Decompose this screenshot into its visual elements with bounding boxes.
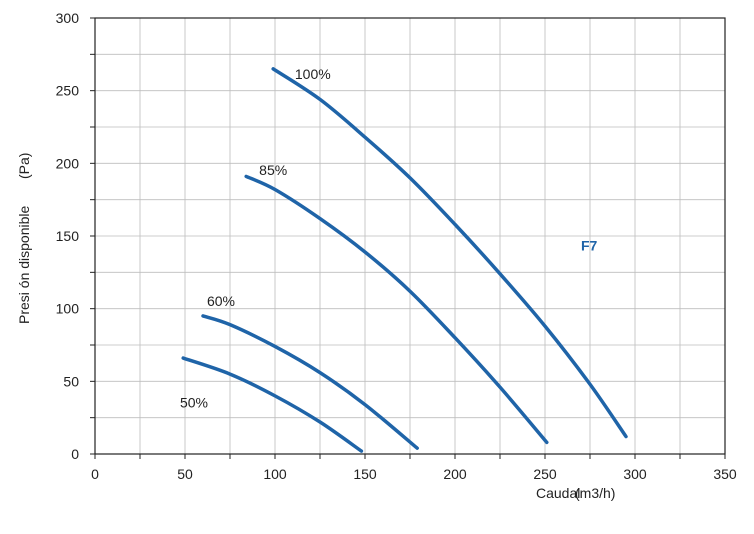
series-line-85pct xyxy=(244,174,549,445)
y-tick-label: 250 xyxy=(56,83,80,99)
x-tick-label: 100 xyxy=(263,466,287,482)
y-axis-title: Presi ón disponible xyxy=(16,205,32,324)
x-tick-label: 50 xyxy=(177,466,193,482)
series-label: 85% xyxy=(259,162,287,178)
x-tick-label: 350 xyxy=(713,466,737,482)
x-axis-ticks: 0 50 100 150 200 250 300 350 xyxy=(91,454,737,482)
series-line-100pct xyxy=(271,67,628,439)
x-axis-title: Caudal xyxy=(536,485,580,501)
series-label: 60% xyxy=(207,293,235,309)
x-tick-label: 0 xyxy=(91,466,99,482)
y-axis-unit: (Pa) xyxy=(16,153,32,179)
series-label: 100% xyxy=(295,66,331,82)
series-label: 50% xyxy=(180,394,208,410)
x-tick-label: 300 xyxy=(623,466,647,482)
y-tick-label: 50 xyxy=(63,373,79,389)
series-lines xyxy=(181,67,628,453)
x-tick-label: 250 xyxy=(533,466,557,482)
x-axis-unit: (m3/h) xyxy=(575,485,615,501)
series-labels: 100% 85% 60% 50% xyxy=(180,66,331,410)
series-line-50pct xyxy=(181,356,364,453)
x-tick-label: 150 xyxy=(353,466,377,482)
series-line-60pct xyxy=(201,314,419,450)
y-tick-label: 100 xyxy=(56,301,80,317)
y-tick-label: 200 xyxy=(56,155,80,171)
y-axis-ticks: 0 50 100 150 200 250 300 xyxy=(56,10,95,462)
annotation-f7: F7 xyxy=(581,238,598,254)
x-tick-label: 200 xyxy=(443,466,467,482)
y-tick-label: 0 xyxy=(71,446,79,462)
y-tick-label: 150 xyxy=(56,228,80,244)
y-tick-label: 300 xyxy=(56,10,80,26)
